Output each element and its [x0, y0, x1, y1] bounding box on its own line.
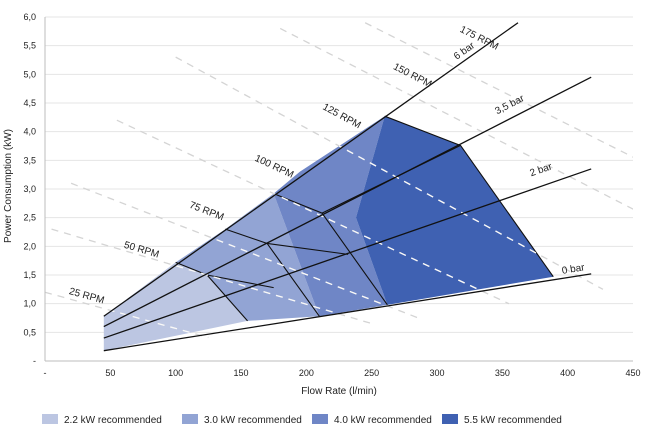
- region-boundaries: [175, 115, 554, 322]
- legend-label-4-0-kw-recommended: 4.0 kW recommended: [334, 415, 432, 426]
- legend-label-5-5-kw-recommended: 5.5 kW recommended: [464, 415, 562, 426]
- speed-label-50-rpm: 50 RPM: [123, 240, 161, 261]
- y-tick-label: 6,0: [23, 12, 36, 22]
- speed-line-overlay: [103, 182, 422, 320]
- region-2-2-kw-recommended: [103, 262, 248, 351]
- x-tick-label: 400: [560, 368, 575, 378]
- y-tick-label: 2,5: [23, 213, 36, 223]
- y-tick-label: 4,5: [23, 98, 36, 108]
- x-axis-title: Flow Rate (l/min): [301, 386, 377, 397]
- legend-label-2-2-kw-recommended: 2.2 kW recommended: [64, 415, 162, 426]
- speed-label-150-rpm: 150 RPM: [391, 61, 433, 90]
- pressure-label-0-bar: 0 bar: [561, 262, 586, 277]
- y-tick-label: 1,5: [23, 270, 36, 280]
- tick-labels: - 50 100 150 200 250 300 350 400 450 - 0,5 1,0 1,5 2,0…: [23, 12, 640, 378]
- legend-swatch-5-5-kw-recommended: [442, 414, 458, 424]
- y-tick-label: 5,5: [23, 41, 36, 51]
- y-tick-label: 1,0: [23, 299, 36, 309]
- y-tick-label: 2,0: [23, 241, 36, 251]
- pressure-line-3-5-bar: [103, 76, 592, 328]
- pressure-line-0-bar: [103, 273, 592, 352]
- region-5-5-kw-recommended: [355, 116, 554, 305]
- x-tick-label: 150: [233, 368, 248, 378]
- x-tick-label: -: [44, 368, 47, 378]
- speed-label-100-rpm: 100 RPM: [253, 153, 295, 181]
- y-tick-label: -: [33, 356, 36, 366]
- pressure-line-2-bar: [103, 168, 592, 339]
- pressure-label-3-5-bar: 3,5 bar: [493, 93, 526, 117]
- y-tick-label: 4,0: [23, 127, 36, 137]
- recommendation-regions: [103, 116, 554, 351]
- legend-label-3-0-kw-recommended: 3.0 kW recommended: [204, 415, 302, 426]
- y-tick-label: 5,0: [23, 69, 36, 79]
- pressure-line-6-bar: [103, 22, 519, 317]
- x-tick-label: 450: [625, 368, 640, 378]
- pressure-label-2-bar: 2 bar: [528, 161, 554, 179]
- x-tick-label: 50: [105, 368, 115, 378]
- legend-swatch-2-2-kw-recommended: [42, 414, 58, 424]
- legend: 2.2 kW recommended 3.0 kW recommended 4.0 …: [42, 414, 562, 426]
- x-tick-label: 350: [495, 368, 510, 378]
- x-tick-label: 100: [168, 368, 183, 378]
- speed-label-75-rpm: 75 RPM: [188, 200, 226, 223]
- y-axis-title: Power Consumption (kW): [3, 129, 14, 243]
- region-4-0-kw-recommended: [273, 116, 388, 317]
- speed-label-125-rpm: 125 RPM: [321, 102, 363, 132]
- legend-swatch-3-0-kw-recommended: [182, 414, 198, 424]
- y-tick-label: 0,5: [23, 327, 36, 337]
- pressure-label-6-bar: 6 bar: [452, 40, 478, 63]
- region-3-0-kw-recommended: [175, 193, 320, 321]
- x-tick-label: 300: [429, 368, 444, 378]
- region-boundary: [206, 274, 274, 289]
- speed-line-150-rpm: [279, 27, 633, 210]
- x-tick-label: 200: [299, 368, 314, 378]
- x-tick-label: 250: [364, 368, 379, 378]
- region-boundary: [267, 242, 349, 255]
- legend-swatch-4-0-kw-recommended: [312, 414, 328, 424]
- axes: [44, 17, 633, 362]
- speed-line-overlay: [175, 116, 554, 290]
- region-outline: [384, 115, 554, 278]
- y-tick-label: 3,0: [23, 184, 36, 194]
- pressure-lines: [103, 22, 592, 352]
- y-tick-label: 3,5: [23, 155, 36, 165]
